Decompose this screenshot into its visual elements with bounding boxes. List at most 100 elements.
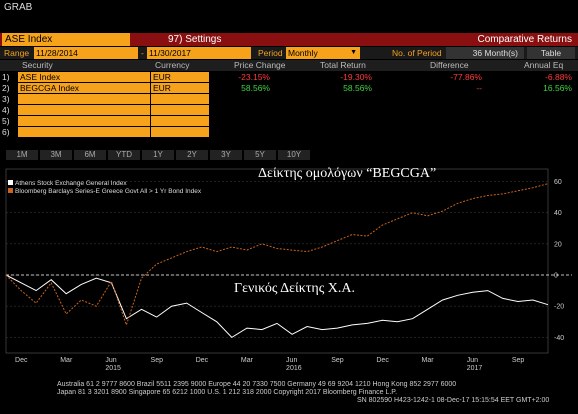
- header-bar: [0, 33, 578, 46]
- y-tick-label: 40: [554, 210, 562, 217]
- page-title: Comparative Returns: [477, 34, 572, 45]
- window-title: GRAB: [4, 2, 33, 13]
- num-period-field[interactable]: 36 Month(s): [446, 47, 524, 59]
- start-date-field[interactable]: 11/28/2014: [34, 47, 138, 59]
- security-input[interactable]: [18, 105, 150, 115]
- security-input[interactable]: [18, 94, 150, 104]
- currency-input[interactable]: [151, 94, 209, 104]
- col-security: Security: [22, 60, 53, 70]
- difference-value: [400, 127, 482, 137]
- total-return-value: -19.30%: [340, 72, 372, 82]
- x-tick-label: Jun: [105, 357, 116, 364]
- ase-index-annotation: Γενικός Δείκτης Χ.Α.: [234, 281, 356, 296]
- annual-eq-value: -6.88%: [545, 72, 572, 82]
- difference-value: -77.86%: [450, 72, 482, 82]
- chevron-down-icon: ▼: [350, 49, 357, 56]
- difference-value: [400, 94, 482, 104]
- annual-eq-value: [500, 116, 572, 126]
- row-number: 3): [2, 94, 10, 104]
- annual-eq-value: 16.56%: [543, 83, 572, 93]
- period-button-ytd[interactable]: YTD: [108, 150, 140, 160]
- period-button-2y[interactable]: 2Y: [176, 150, 208, 160]
- footer-contacts-1: Australia 61 2 9777 8600 Brazil 5511 239…: [57, 381, 457, 388]
- period-button-3y[interactable]: 3Y: [210, 150, 242, 160]
- annual-eq-value: [500, 127, 572, 137]
- total-return-value: [290, 94, 372, 104]
- security-input[interactable]: [18, 116, 150, 126]
- x-tick-label: Dec: [376, 357, 389, 364]
- total-return-value: [290, 116, 372, 126]
- legend-label-bond: Bloomberg Barclays Series-E Greece Govt …: [15, 188, 202, 195]
- y-tick-label: -20: [554, 304, 564, 311]
- security-input[interactable]: [18, 127, 150, 137]
- annual-eq-value: [500, 105, 572, 115]
- ase-index-line: [5, 274, 549, 339]
- x-tick-label: Jun: [467, 357, 478, 364]
- period-button-1y[interactable]: 1Y: [142, 150, 174, 160]
- col-price-change: Price Change: [234, 60, 286, 70]
- range-label: Range: [4, 48, 30, 58]
- x-tick-label: Mar: [60, 357, 73, 364]
- security-input[interactable]: ASE Index: [18, 72, 150, 82]
- currency-input[interactable]: [151, 127, 209, 137]
- num-period-label: No. of Period: [392, 48, 442, 58]
- legend-item-ase: Athens Stock Exchange General Index: [8, 180, 201, 188]
- table-button[interactable]: Table: [527, 47, 575, 59]
- y-tick-label: -40: [554, 335, 564, 342]
- difference-value: [400, 105, 482, 115]
- bond-index-annotation: Δείκτης ομολόγων “BEGCGA”: [258, 166, 437, 181]
- comparative-returns-chart: 60 40 20 0 -20 -40 Dec Mar Jun Sep Dec Mar Jun Sep Dec…: [5, 168, 572, 372]
- price-change-value: 58.56%: [241, 83, 270, 93]
- y-tick-label: 20: [554, 241, 562, 248]
- bond-index-line: [5, 183, 549, 327]
- difference-value: [400, 116, 482, 126]
- settings-button[interactable]: 97) Settings: [168, 34, 222, 45]
- footer-contacts-2: Japan 81 3 3201 8900 Singapore 65 6212 1…: [57, 389, 398, 396]
- currency-input[interactable]: [151, 105, 209, 115]
- security-input[interactable]: BEGCGA Index: [18, 83, 150, 93]
- total-return-value: [290, 127, 372, 137]
- period-button-10y[interactable]: 10Y: [278, 150, 310, 160]
- annual-eq-value: [500, 94, 572, 104]
- total-return-value: 58.56%: [343, 83, 372, 93]
- currency-input[interactable]: [151, 116, 209, 126]
- col-currency: Currency: [155, 60, 190, 70]
- x-year-label: 2015: [105, 365, 121, 372]
- row-number: 6): [2, 127, 10, 137]
- x-tick-label: Jun: [286, 357, 297, 364]
- y-tick-label: 60: [554, 179, 562, 186]
- currency-input[interactable]: EUR: [151, 72, 209, 82]
- x-tick-label: Sep: [331, 357, 344, 364]
- period-button-3m[interactable]: 3M: [40, 150, 72, 160]
- range-dash: -: [141, 48, 144, 58]
- legend-swatch-orange: [8, 188, 13, 193]
- x-tick-label: Mar: [422, 357, 435, 364]
- x-tick-label: Dec: [15, 357, 28, 364]
- period-button-1m[interactable]: 1M: [6, 150, 38, 160]
- period-value: Monthly: [288, 48, 318, 58]
- period-select[interactable]: Monthly ▼: [286, 47, 360, 59]
- end-date-field[interactable]: 11/30/2017: [147, 47, 251, 59]
- period-button-5y[interactable]: 5Y: [244, 150, 276, 160]
- plot-area: [5, 168, 549, 354]
- price-change-value: [200, 127, 270, 137]
- table-header-row: [0, 60, 578, 71]
- x-tick-label: Dec: [196, 357, 209, 364]
- x-tick-label: Mar: [241, 357, 254, 364]
- period-button-6m[interactable]: 6M: [74, 150, 106, 160]
- x-year-label: 2016: [286, 365, 302, 372]
- ticker-input[interactable]: ASE Index: [2, 33, 130, 46]
- y-tick-label: 0: [554, 273, 558, 280]
- row-number: 2): [2, 83, 10, 93]
- price-change-value: [200, 94, 270, 104]
- row-number: 1): [2, 72, 10, 82]
- col-total-return: Total Return: [320, 60, 366, 70]
- total-return-value: [290, 105, 372, 115]
- difference-value: --: [476, 83, 482, 93]
- price-change-value: [200, 105, 270, 115]
- chart-legend: Athens Stock Exchange General Index Bloo…: [8, 180, 201, 196]
- currency-input[interactable]: EUR: [151, 83, 209, 93]
- price-change-value: [200, 116, 270, 126]
- footer-serial: SN 802590 H423-1242-1 08-Dec-17 15:15:54…: [357, 397, 550, 404]
- x-tick-label: Sep: [512, 357, 525, 364]
